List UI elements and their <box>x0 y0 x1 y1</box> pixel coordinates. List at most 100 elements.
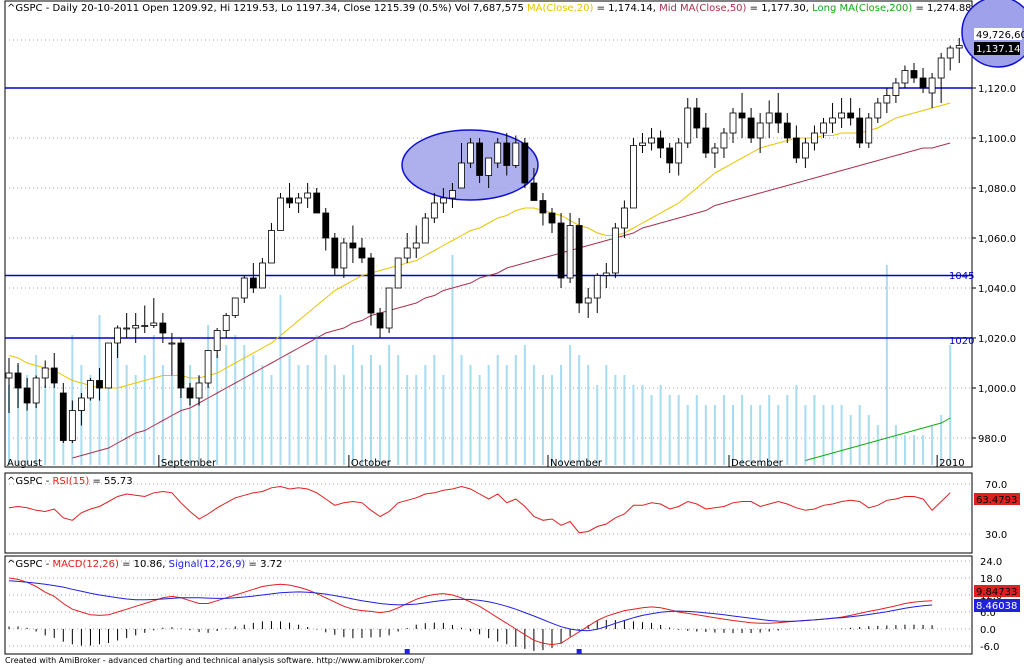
month-label: 2010 <box>939 458 964 469</box>
rsi-badge: 63.4793 <box>976 495 1017 506</box>
candle-body <box>693 107 701 129</box>
macd-y-tick-label: 18.0 <box>980 574 1002 585</box>
candle-body <box>838 112 845 119</box>
price-badge: 1,137.14 <box>976 44 1021 55</box>
macd-lines <box>8 577 933 646</box>
candle-body <box>268 230 275 264</box>
ma200-value: = 1,274.88 <box>915 3 971 14</box>
macd-y-tick-label: 0.0 <box>980 625 996 636</box>
month-label: September <box>161 458 217 469</box>
candle-body <box>114 327 121 344</box>
candle-body <box>177 342 185 389</box>
price-y-tick-label: 980.0 <box>978 434 1007 445</box>
candle-body <box>394 257 402 289</box>
candle-body <box>304 192 312 199</box>
signal-badge: 8.46038 <box>976 601 1017 612</box>
candle-body <box>14 372 22 389</box>
candle-body <box>566 225 574 279</box>
candle-body <box>105 342 112 389</box>
candle-body <box>449 190 456 199</box>
candle-body <box>159 322 167 334</box>
candle-body <box>946 47 954 59</box>
candle-body <box>593 275 601 299</box>
price-y-axis: 1,120.0 1,100.0 1,080.0 1,060.0 1,040.0 1,020… <box>972 84 1016 445</box>
candle-body <box>856 117 864 144</box>
candle-body <box>611 227 619 274</box>
macd-marker <box>404 649 410 654</box>
candle-body <box>286 197 293 204</box>
candle-body <box>910 70 918 79</box>
month-label: November <box>550 458 603 469</box>
rsi-series-line <box>8 485 951 534</box>
rsi-line <box>8 485 951 534</box>
candle-body <box>204 350 212 384</box>
candle-body <box>367 257 375 314</box>
candle-body <box>548 212 556 224</box>
signal-header-label: Signal(12,26,9) <box>169 559 246 570</box>
macd-markers <box>404 649 582 654</box>
candle-body <box>295 197 303 204</box>
candle-body <box>41 367 49 379</box>
ma50-label: Mid MA(Close,50) <box>659 3 746 14</box>
ma200-label: Long MA(Close,200) <box>812 3 912 14</box>
candle-body <box>521 142 529 184</box>
macd-header-value: = 10.86, <box>122 559 165 570</box>
volume-badge: 49,726,60 <box>976 30 1024 41</box>
candle-body <box>955 45 963 49</box>
candle-body <box>702 127 710 154</box>
footer-credit: Created with AmiBroker - advanced charti… <box>5 656 425 665</box>
candle-body <box>621 207 628 229</box>
date-x-axis: August September October November December 20… <box>4 455 965 469</box>
rsi-y-axis: 70.0 30.0 <box>985 480 1007 541</box>
candle-body <box>729 112 737 134</box>
candle-body <box>349 242 357 249</box>
rsi-header-label: RSI(15) <box>52 476 89 487</box>
candle-body <box>503 142 511 166</box>
candle-body <box>874 102 882 119</box>
candle-body <box>150 322 158 326</box>
candle-body <box>937 57 945 79</box>
candle-body <box>476 142 484 176</box>
candle-body <box>666 147 674 164</box>
candle-body <box>421 217 429 244</box>
candle-body <box>186 387 194 399</box>
candle-body <box>358 247 366 259</box>
candle-body <box>928 77 936 94</box>
candle-body <box>322 212 330 239</box>
candle-body <box>141 325 149 327</box>
ma200-line <box>805 417 951 461</box>
macd-badge: 9.84733 <box>976 587 1017 598</box>
candle-body <box>32 377 40 404</box>
price-pane-frame <box>4 0 973 468</box>
candle-body <box>648 137 655 144</box>
candlesticks <box>5 38 963 443</box>
rsi-badge-bg <box>974 493 1020 505</box>
candle-body <box>783 122 791 139</box>
ma20-label: MA(Close,20) <box>527 3 594 14</box>
candle-body <box>901 70 909 84</box>
macd-series-line <box>8 577 933 646</box>
candle-body <box>765 112 773 124</box>
candle-body <box>630 145 637 209</box>
candle-body <box>78 397 85 411</box>
candle-body <box>403 247 411 259</box>
candle-body <box>123 327 131 330</box>
candle-body <box>222 315 230 331</box>
candle-body <box>231 297 239 316</box>
macd-y-tick-label: 24.0 <box>980 557 1002 568</box>
candle-body <box>195 382 203 399</box>
price-y-tick-label: 1,120.0 <box>978 84 1016 95</box>
macd-header: ^GSPC - MACD(12,26) = 10.86, Signal(12,2… <box>7 559 282 570</box>
candle-body <box>258 262 266 289</box>
candle-body <box>168 342 176 345</box>
month-label: December <box>731 458 784 469</box>
candle-body <box>485 157 493 176</box>
candle-body <box>530 182 538 201</box>
candle-body <box>883 95 891 104</box>
signal-header-value: = 3.72 <box>249 559 283 570</box>
candle-body <box>87 380 94 399</box>
candle-body <box>213 330 221 351</box>
candle-body <box>458 162 465 189</box>
candle-body <box>738 112 746 119</box>
